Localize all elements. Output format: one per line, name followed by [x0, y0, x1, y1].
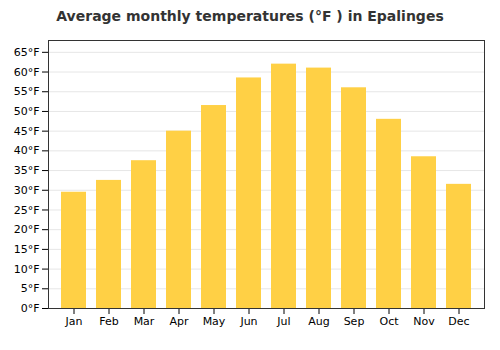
svg-text:0°F: 0°F	[21, 302, 40, 315]
svg-text:45°F: 45°F	[14, 125, 40, 138]
svg-text:Jan: Jan	[65, 315, 83, 328]
svg-text:40°F: 40°F	[14, 144, 40, 157]
svg-text:Feb: Feb	[99, 315, 118, 328]
svg-text:Oct: Oct	[379, 315, 399, 328]
svg-text:50°F: 50°F	[14, 105, 40, 118]
html-text:Average monthly temperatures (: Average monthly temperatures (°F ) in Ep…	[56, 8, 444, 24]
svg-text:55°F: 55°F	[14, 85, 40, 98]
svg-text:Dec: Dec	[448, 315, 469, 328]
svg-text:May: May	[203, 315, 226, 328]
svg-text:Mar: Mar	[134, 315, 155, 328]
svg-text:15°F: 15°F	[14, 243, 40, 256]
svg-text:10°F: 10°F	[14, 263, 40, 276]
svg-text:5°F: 5°F	[21, 282, 40, 295]
svg-text:Jul: Jul	[276, 315, 290, 328]
svg-text:35°F: 35°F	[14, 164, 40, 177]
svg-text:25°F: 25°F	[14, 203, 40, 216]
svg-text:30°F: 30°F	[14, 184, 40, 197]
svg-text:Aug: Aug	[308, 315, 329, 328]
svg-text:65°F: 65°F	[14, 46, 40, 59]
svg-text:Jun: Jun	[239, 315, 257, 328]
svg-text:60°F: 60°F	[14, 66, 40, 79]
svg-text:Nov: Nov	[413, 315, 435, 328]
svg-text:20°F: 20°F	[14, 223, 40, 236]
svg-text:Apr: Apr	[169, 315, 189, 328]
svg-text:Sep: Sep	[344, 315, 365, 328]
